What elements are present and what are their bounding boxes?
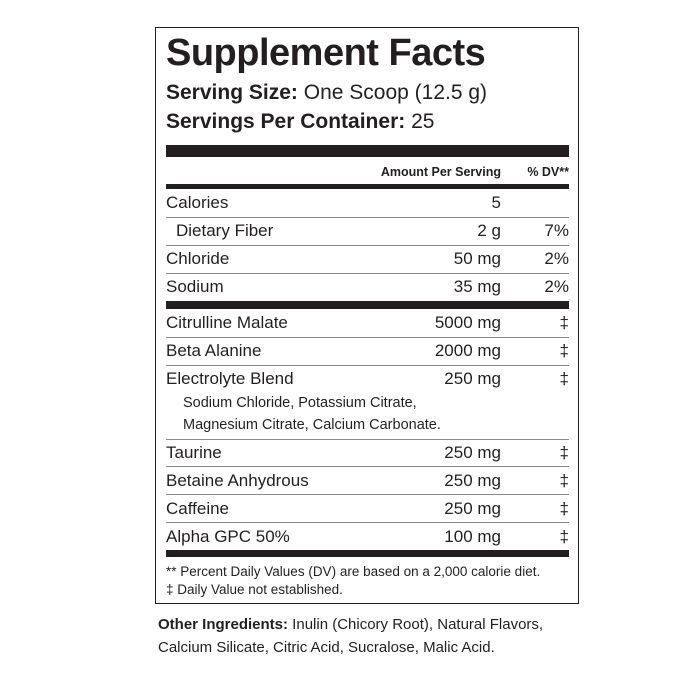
thick-divider: [166, 550, 569, 557]
thick-divider: [166, 301, 569, 309]
ingredient-row: Electrolyte Blend 250 mg ‡: [166, 366, 569, 392]
row-divider: [166, 273, 569, 274]
amount-header: Amount Per Serving: [380, 165, 501, 179]
dv-header: % DV**: [527, 165, 569, 179]
footnote-dv: ** Percent Daily Values (DV) are based o…: [166, 564, 541, 579]
row-divider: [166, 217, 569, 218]
nutrient-row: Chloride 50 mg 2%: [166, 246, 569, 272]
nutrient-name: Calories: [166, 193, 229, 212]
panel-title: Supplement Facts: [166, 32, 486, 74]
serving-size-value: One Scoop (12.5 g): [303, 81, 488, 104]
blend-components: Sodium Chloride, Potassium Citrate,: [183, 395, 417, 411]
nutrient-dv: 2%: [544, 277, 569, 296]
ingredient-dv: ‡: [559, 313, 569, 332]
nutrient-row: Dietary Fiber 2 g 7%: [166, 218, 569, 244]
other-ingredients: Other Ingredients: Inulin (Chicory Root)…: [158, 613, 543, 636]
nutrient-name: Sodium: [166, 277, 224, 296]
row-divider: [166, 365, 569, 366]
ingredient-name: Caffeine: [166, 499, 230, 518]
serving-size-label: Serving Size:: [166, 81, 298, 104]
nutrient-dv: 7%: [544, 221, 569, 240]
ingredient-row: Alpha GPC 50% 100 mg ‡: [166, 524, 569, 550]
nutrient-name: Chloride: [166, 249, 230, 268]
ingredient-row: Beta Alanine 2000 mg ‡: [166, 338, 569, 364]
ingredient-dv: ‡: [559, 341, 569, 360]
ingredient-amount: 250 mg: [444, 369, 501, 388]
nutrient-name: Dietary Fiber: [176, 221, 274, 240]
ingredient-amount: 250 mg: [444, 443, 501, 462]
blend-components: Magnesium Citrate, Calcium Carbonate.: [183, 417, 441, 433]
supplement-facts-panel: [155, 27, 579, 604]
row-divider: [166, 494, 569, 495]
ingredient-dv: ‡: [559, 369, 569, 388]
servings-per-container: Servings Per Container: 25: [166, 108, 434, 136]
other-ingredients-line2: Calcium Silicate, Citric Acid, Sucralose…: [158, 639, 495, 656]
ingredient-amount: 5000 mg: [434, 313, 501, 332]
ingredient-name: Betaine Anhydrous: [166, 471, 309, 490]
ingredient-amount: 2000 mg: [434, 341, 501, 360]
ingredient-amount: 250 mg: [444, 499, 501, 518]
medium-divider: [166, 184, 569, 189]
nutrient-amount: 35 mg: [453, 277, 501, 296]
nutrient-amount: 50 mg: [453, 249, 501, 268]
ingredient-name: Citrulline Malate: [166, 313, 288, 332]
row-divider: [166, 466, 569, 467]
row-divider: [166, 522, 569, 523]
row-divider: [166, 439, 569, 440]
ingredient-name: Taurine: [166, 443, 222, 462]
ingredient-row: Betaine Anhydrous 250 mg ‡: [166, 468, 569, 494]
ingredient-dv: ‡: [559, 471, 569, 490]
ingredient-dv: ‡: [559, 499, 569, 518]
ingredient-amount: 100 mg: [444, 527, 501, 546]
nutrient-row: Sodium 35 mg 2%: [166, 274, 569, 300]
ingredient-name: Electrolyte Blend: [166, 369, 294, 388]
other-ingredients-text: Inulin (Chicory Root), Natural Flavors,: [288, 616, 544, 633]
ingredient-row: Citrulline Malate 5000 mg ‡: [166, 310, 569, 336]
ingredient-name: Alpha GPC 50%: [166, 527, 290, 546]
other-ingredients-label: Other Ingredients:: [158, 616, 289, 633]
nutrient-dv: 2%: [544, 249, 569, 268]
row-divider: [166, 337, 569, 338]
ingredient-name: Beta Alanine: [166, 341, 262, 360]
nutrient-amount: 5: [491, 193, 501, 212]
servings-value: 25: [411, 110, 435, 133]
serving-size: Serving Size: One Scoop (12.5 g): [166, 79, 487, 107]
servings-label: Servings Per Container:: [166, 110, 406, 133]
ingredient-amount: 250 mg: [444, 471, 501, 490]
footnote-not-established: ‡ Daily Value not established.: [166, 582, 343, 597]
ingredient-row: Taurine 250 mg ‡: [166, 440, 569, 466]
ingredient-dv: ‡: [559, 527, 569, 546]
nutrient-amount: 2 g: [477, 221, 501, 240]
row-divider: [166, 245, 569, 246]
ingredient-dv: ‡: [559, 443, 569, 462]
thick-divider: [166, 145, 569, 157]
nutrient-row: Calories 5: [166, 190, 569, 216]
ingredient-row: Caffeine 250 mg ‡: [166, 496, 569, 522]
